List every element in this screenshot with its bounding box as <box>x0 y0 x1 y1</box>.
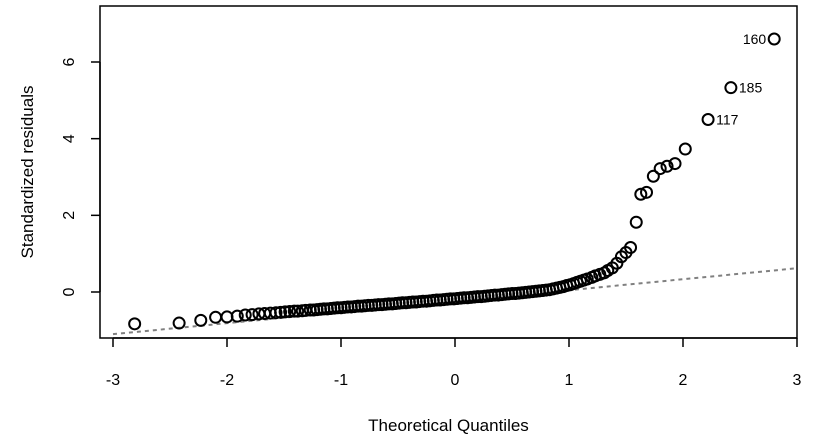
data-point <box>245 308 259 322</box>
data-point <box>283 305 297 319</box>
data-point <box>701 113 715 126</box>
point-label: 117 <box>716 112 739 128</box>
y-axis: 0 2 4 6 <box>61 57 101 296</box>
data-point <box>172 316 186 330</box>
data-point <box>274 305 288 319</box>
data-point <box>624 241 638 255</box>
x-tick-label: 3 <box>793 372 802 389</box>
x-tick-label: -1 <box>334 372 348 389</box>
x-axis-title: Theoretical Quantiles <box>368 416 529 435</box>
data-point <box>767 32 781 46</box>
plot-frame <box>99 5 798 339</box>
data-point <box>230 309 244 323</box>
y-tick-label: 4 <box>61 134 78 143</box>
y-tick-label: 0 <box>61 287 78 296</box>
points-layer <box>128 32 781 331</box>
data-point <box>128 317 142 331</box>
point-label: 160 <box>743 31 767 47</box>
data-point <box>194 313 208 327</box>
data-point <box>678 142 692 156</box>
data-point <box>629 215 643 229</box>
data-point <box>724 81 738 95</box>
data-point <box>269 306 283 320</box>
data-point <box>646 169 660 183</box>
x-tick-label: 1 <box>565 372 574 389</box>
data-point <box>291 304 305 318</box>
x-tick-label: -3 <box>106 372 120 389</box>
data-point <box>634 187 648 201</box>
x-axis: -3 -2 -1 0 1 2 3 <box>106 337 802 389</box>
data-point <box>640 185 654 199</box>
data-point <box>278 305 292 319</box>
y-tick-label: 2 <box>61 211 78 220</box>
data-point <box>209 310 223 324</box>
y-axis-title: Standardized residuals <box>18 86 37 259</box>
data-point <box>668 157 682 171</box>
data-point <box>238 308 252 322</box>
x-tick-label: -2 <box>220 372 234 389</box>
x-tick-label: 0 <box>451 372 460 389</box>
point-label: 185 <box>739 80 763 96</box>
data-point <box>653 162 667 176</box>
data-point <box>660 159 674 173</box>
x-tick-label: 2 <box>679 372 688 389</box>
y-tick-label: 6 <box>61 57 78 66</box>
